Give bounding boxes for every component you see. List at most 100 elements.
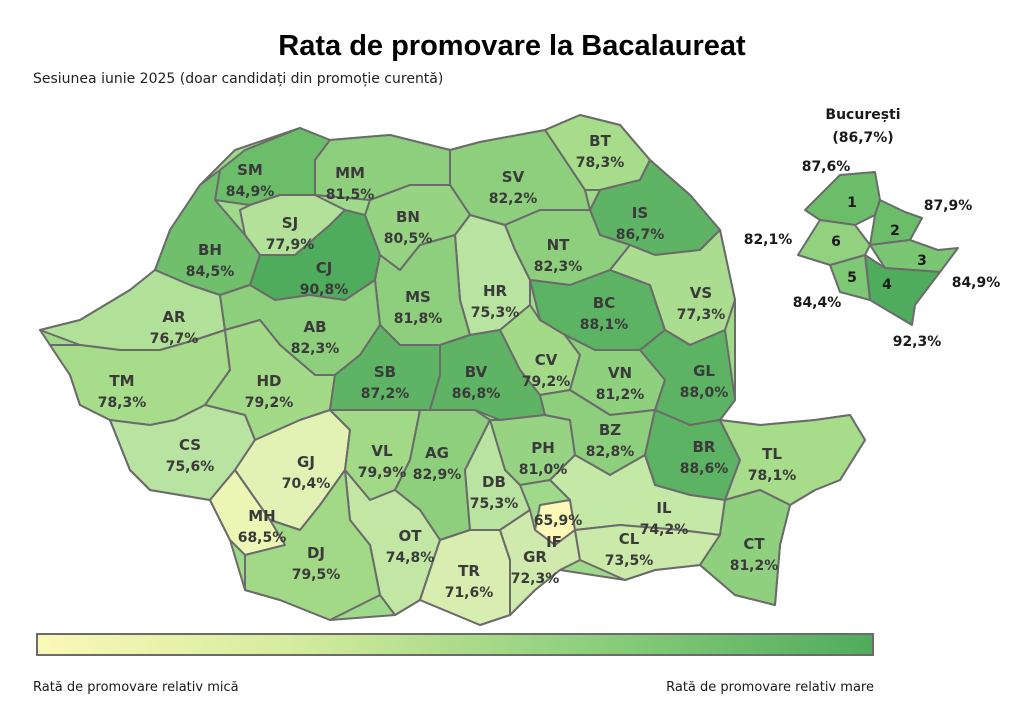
- county-code-gj: GJ: [297, 453, 315, 471]
- county-code-ar: AR: [162, 308, 186, 326]
- county-value-br: 88,6%: [680, 461, 729, 477]
- sector-value-3: 84,9%: [952, 275, 1001, 291]
- county-value-vl: 79,9%: [358, 465, 407, 481]
- county-value-bz: 82,8%: [586, 444, 635, 460]
- county-value-is: 86,7%: [616, 227, 665, 243]
- county-value-cj: 90,8%: [300, 282, 349, 298]
- county-value-tm: 78,3%: [98, 395, 147, 411]
- county-value-ct: 81,2%: [730, 558, 779, 574]
- county-code-vl: VL: [371, 442, 393, 460]
- county-code-mh: MH: [248, 507, 275, 525]
- legend-low-label: Rată de promovare relativ mică: [33, 680, 239, 695]
- sector-number-2: 2: [890, 223, 900, 239]
- county-value-ot: 74,8%: [386, 550, 435, 566]
- county-code-tl: TL: [762, 445, 782, 463]
- county-value-vn: 81,2%: [596, 387, 645, 403]
- county-code-sj: SJ: [282, 214, 298, 232]
- county-code-hr: HR: [483, 282, 508, 300]
- county-code-tm: TM: [109, 372, 134, 390]
- county-code-hd: HD: [256, 372, 281, 390]
- county-code-sv: SV: [502, 168, 525, 186]
- county-code-vn: VN: [608, 364, 632, 382]
- county-code-ms: MS: [405, 288, 431, 306]
- county-value-tr: 71,6%: [445, 585, 494, 601]
- county-code-il: IL: [656, 499, 672, 517]
- county-code-bv: BV: [465, 363, 488, 381]
- county-code-bh: BH: [198, 241, 222, 259]
- county-value-ab: 82,3%: [291, 341, 340, 357]
- county-code-bz: BZ: [599, 421, 621, 439]
- county-code-br: BR: [693, 438, 716, 456]
- sector-value-4: 92,3%: [893, 334, 942, 350]
- county-code-cl: CL: [619, 530, 640, 548]
- sector-value-5: 84,4%: [793, 295, 842, 311]
- sector-number-3: 3: [917, 253, 927, 269]
- county-code-ph: PH: [531, 439, 555, 457]
- county-code-dj: DJ: [307, 544, 325, 562]
- county-value-bn: 80,5%: [384, 231, 433, 247]
- sector-1: [804, 171, 881, 226]
- sector-6: [797, 219, 871, 266]
- sector-value-6: 82,1%: [744, 232, 793, 248]
- county-value-il: 74,2%: [640, 522, 689, 538]
- county-value-sj: 77,9%: [266, 237, 315, 253]
- county-tl: [719, 414, 866, 506]
- labels: SM 84,9% MM 81,5% BT 78,3% SV 82,2% SJ 77,9% BN 80,…: [98, 132, 1001, 601]
- sector-number-4: 4: [882, 277, 892, 293]
- county-code-if: IF: [546, 533, 562, 551]
- county-value-sm: 84,9%: [226, 184, 275, 200]
- county-code-bt: BT: [589, 132, 611, 150]
- county-code-tr: TR: [458, 562, 480, 580]
- county-value-ph: 81,0%: [519, 462, 568, 478]
- county-code-is: IS: [632, 204, 648, 222]
- county-code-cj: CJ: [316, 259, 333, 277]
- county-code-ab: AB: [303, 318, 326, 336]
- legend-high-label: Rată de promovare relativ mare: [666, 680, 874, 695]
- county-code-sb: SB: [374, 363, 396, 381]
- sector-value-1: 87,6%: [802, 159, 851, 175]
- county-ct: [699, 489, 791, 606]
- county-code-bc: BC: [593, 294, 615, 312]
- page-title: Rata de promovare la Bacalaureat: [278, 30, 746, 62]
- sector-number-6: 6: [831, 234, 841, 250]
- county-code-ot: OT: [399, 527, 423, 545]
- county-value-gr: 72,3%: [511, 571, 560, 587]
- bucuresti-inset: [797, 171, 959, 326]
- subtitle: Sesiunea iunie 2025 (doar candidați din …: [33, 71, 444, 87]
- county-value-gl: 88,0%: [680, 385, 729, 401]
- county-code-cs: CS: [179, 436, 201, 454]
- county-code-gl: GL: [693, 362, 715, 380]
- county-value-ms: 81,8%: [394, 311, 443, 327]
- county-code-ct: CT: [743, 535, 765, 553]
- county-value-ag: 82,9%: [413, 467, 462, 483]
- county-value-bh: 84,5%: [186, 264, 235, 280]
- county-code-cv: CV: [535, 351, 558, 369]
- county-value-cs: 75,6%: [166, 459, 215, 475]
- county-code-sm: SM: [237, 161, 263, 179]
- county-value-if: 65,9%: [534, 513, 583, 529]
- county-value-bv: 86,8%: [452, 386, 501, 402]
- county-value-gj: 70,4%: [282, 476, 331, 492]
- county-value-dj: 79,5%: [292, 567, 341, 583]
- county-value-sv: 82,2%: [489, 191, 538, 207]
- county-value-cl: 73,5%: [605, 553, 654, 569]
- county-value-ar: 76,7%: [150, 331, 199, 347]
- sector-number-5: 5: [847, 270, 857, 286]
- county-value-nt: 82,3%: [534, 259, 583, 275]
- county-value-hd: 79,2%: [245, 395, 294, 411]
- color-scale-bar: [36, 633, 874, 656]
- county-value-tl: 78,1%: [748, 468, 797, 484]
- bucuresti-value: (86,7%): [832, 130, 894, 146]
- county-value-cv: 79,2%: [522, 374, 571, 390]
- county-value-bc: 88,1%: [580, 317, 629, 333]
- county-code-vs: VS: [690, 284, 712, 302]
- county-value-mm: 81,5%: [326, 187, 375, 203]
- bucuresti-name: București: [825, 107, 901, 123]
- county-code-nt: NT: [547, 236, 571, 254]
- county-value-mh: 68,5%: [238, 530, 287, 546]
- county-gl: [639, 329, 736, 426]
- county-value-bt: 78,3%: [576, 155, 625, 171]
- county-code-bn: BN: [396, 208, 420, 226]
- bucuresti-title: București (86,7%): [808, 104, 918, 150]
